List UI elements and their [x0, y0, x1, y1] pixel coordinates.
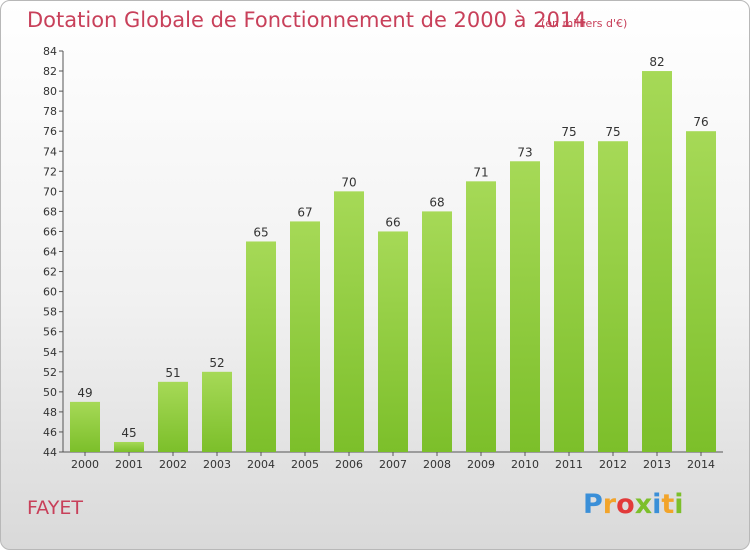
- bar-value-label: 73: [517, 145, 532, 159]
- proxiti-logo: Proxiti: [583, 489, 684, 520]
- bar: [466, 181, 496, 452]
- bar-value-label: 51: [165, 366, 180, 380]
- y-tick-label: 68: [43, 205, 57, 218]
- y-tick-label: 72: [43, 165, 57, 178]
- x-tick-label: 2011: [555, 458, 583, 471]
- y-tick-label: 66: [43, 225, 57, 238]
- y-tick-label: 74: [43, 145, 57, 158]
- bar: [686, 131, 716, 452]
- y-tick-label: 44: [43, 446, 57, 459]
- bar: [334, 191, 364, 452]
- x-tick-label: 2004: [247, 458, 275, 471]
- y-tick-label: 64: [43, 246, 57, 259]
- bar: [642, 71, 672, 453]
- y-tick-label: 50: [43, 386, 57, 399]
- x-tick-label: 2000: [71, 458, 99, 471]
- x-tick-label: 2013: [643, 458, 671, 471]
- bar-value-label: 75: [605, 125, 620, 139]
- x-tick-label: 2012: [599, 458, 627, 471]
- bar: [70, 401, 100, 452]
- chart-title: Dotation Globale de Fonctionnement de 20…: [27, 8, 587, 32]
- y-tick-label: 58: [43, 306, 57, 319]
- y-tick-label: 62: [43, 266, 57, 279]
- y-tick-label: 52: [43, 366, 57, 379]
- logo-letter: i: [652, 489, 662, 520]
- bar: [246, 241, 276, 452]
- y-tick-label: 78: [43, 105, 57, 118]
- bar: [202, 371, 232, 452]
- bar-value-label: 82: [649, 55, 664, 69]
- bar-value-label: 66: [385, 215, 400, 229]
- bar: [510, 161, 540, 452]
- logo-letter: r: [602, 489, 617, 520]
- y-tick-label: 70: [43, 185, 57, 198]
- bar-value-label: 68: [429, 195, 444, 209]
- logo-letter: i: [674, 489, 684, 520]
- bar: [554, 141, 584, 452]
- y-tick-label: 46: [43, 426, 57, 439]
- x-tick-label: 2005: [291, 458, 319, 471]
- y-tick-label: 54: [43, 346, 57, 359]
- bar-value-label: 70: [341, 175, 356, 189]
- bar: [598, 141, 628, 452]
- logo-letter: o: [616, 489, 635, 520]
- bar: [422, 211, 452, 452]
- x-tick-label: 2008: [423, 458, 451, 471]
- bar-value-label: 45: [121, 426, 136, 440]
- bar: [290, 221, 320, 452]
- y-tick-label: 76: [43, 125, 57, 138]
- bar-value-label: 49: [77, 386, 92, 400]
- x-tick-label: 2014: [687, 458, 715, 471]
- bar-value-label: 67: [297, 205, 312, 219]
- logo-letter: x: [634, 489, 653, 520]
- logo-letter: t: [661, 489, 675, 520]
- x-tick-label: 2007: [379, 458, 407, 471]
- bar-value-label: 71: [473, 165, 488, 179]
- y-tick-label: 56: [43, 326, 57, 339]
- x-tick-label: 2009: [467, 458, 495, 471]
- bars: [70, 71, 716, 453]
- bar-value-label: 76: [693, 115, 708, 129]
- bar-value-label: 65: [253, 225, 268, 239]
- y-tick-label: 84: [43, 45, 57, 58]
- bar: [114, 441, 144, 452]
- bar: [378, 231, 408, 452]
- bar: [158, 381, 188, 452]
- x-tick-label: 2006: [335, 458, 363, 471]
- axes: 44 46 48 50 52 54 56 58 60 62 64 66 68 70 72 74 76 78 80 82…: [43, 45, 723, 471]
- y-tick-label: 48: [43, 406, 57, 419]
- y-tick-label: 60: [43, 286, 57, 299]
- x-tick-label: 2002: [159, 458, 187, 471]
- x-tick-label: 2010: [511, 458, 539, 471]
- x-tick-label: 2001: [115, 458, 143, 471]
- y-tick-label: 82: [43, 65, 57, 78]
- x-tick-label: 2003: [203, 458, 231, 471]
- bar-value-label: 52: [209, 356, 224, 370]
- bar-value-label: 75: [561, 125, 576, 139]
- bar-labels: 49 45 51 52 65 67 70 66 68 71 73 75 75 82 76: [77, 55, 708, 440]
- logo-letter: P: [583, 489, 603, 520]
- y-tick-label: 80: [43, 85, 57, 98]
- commune-name: FAYET: [27, 497, 83, 519]
- chart-subtitle: (en milliers d'€): [541, 17, 628, 30]
